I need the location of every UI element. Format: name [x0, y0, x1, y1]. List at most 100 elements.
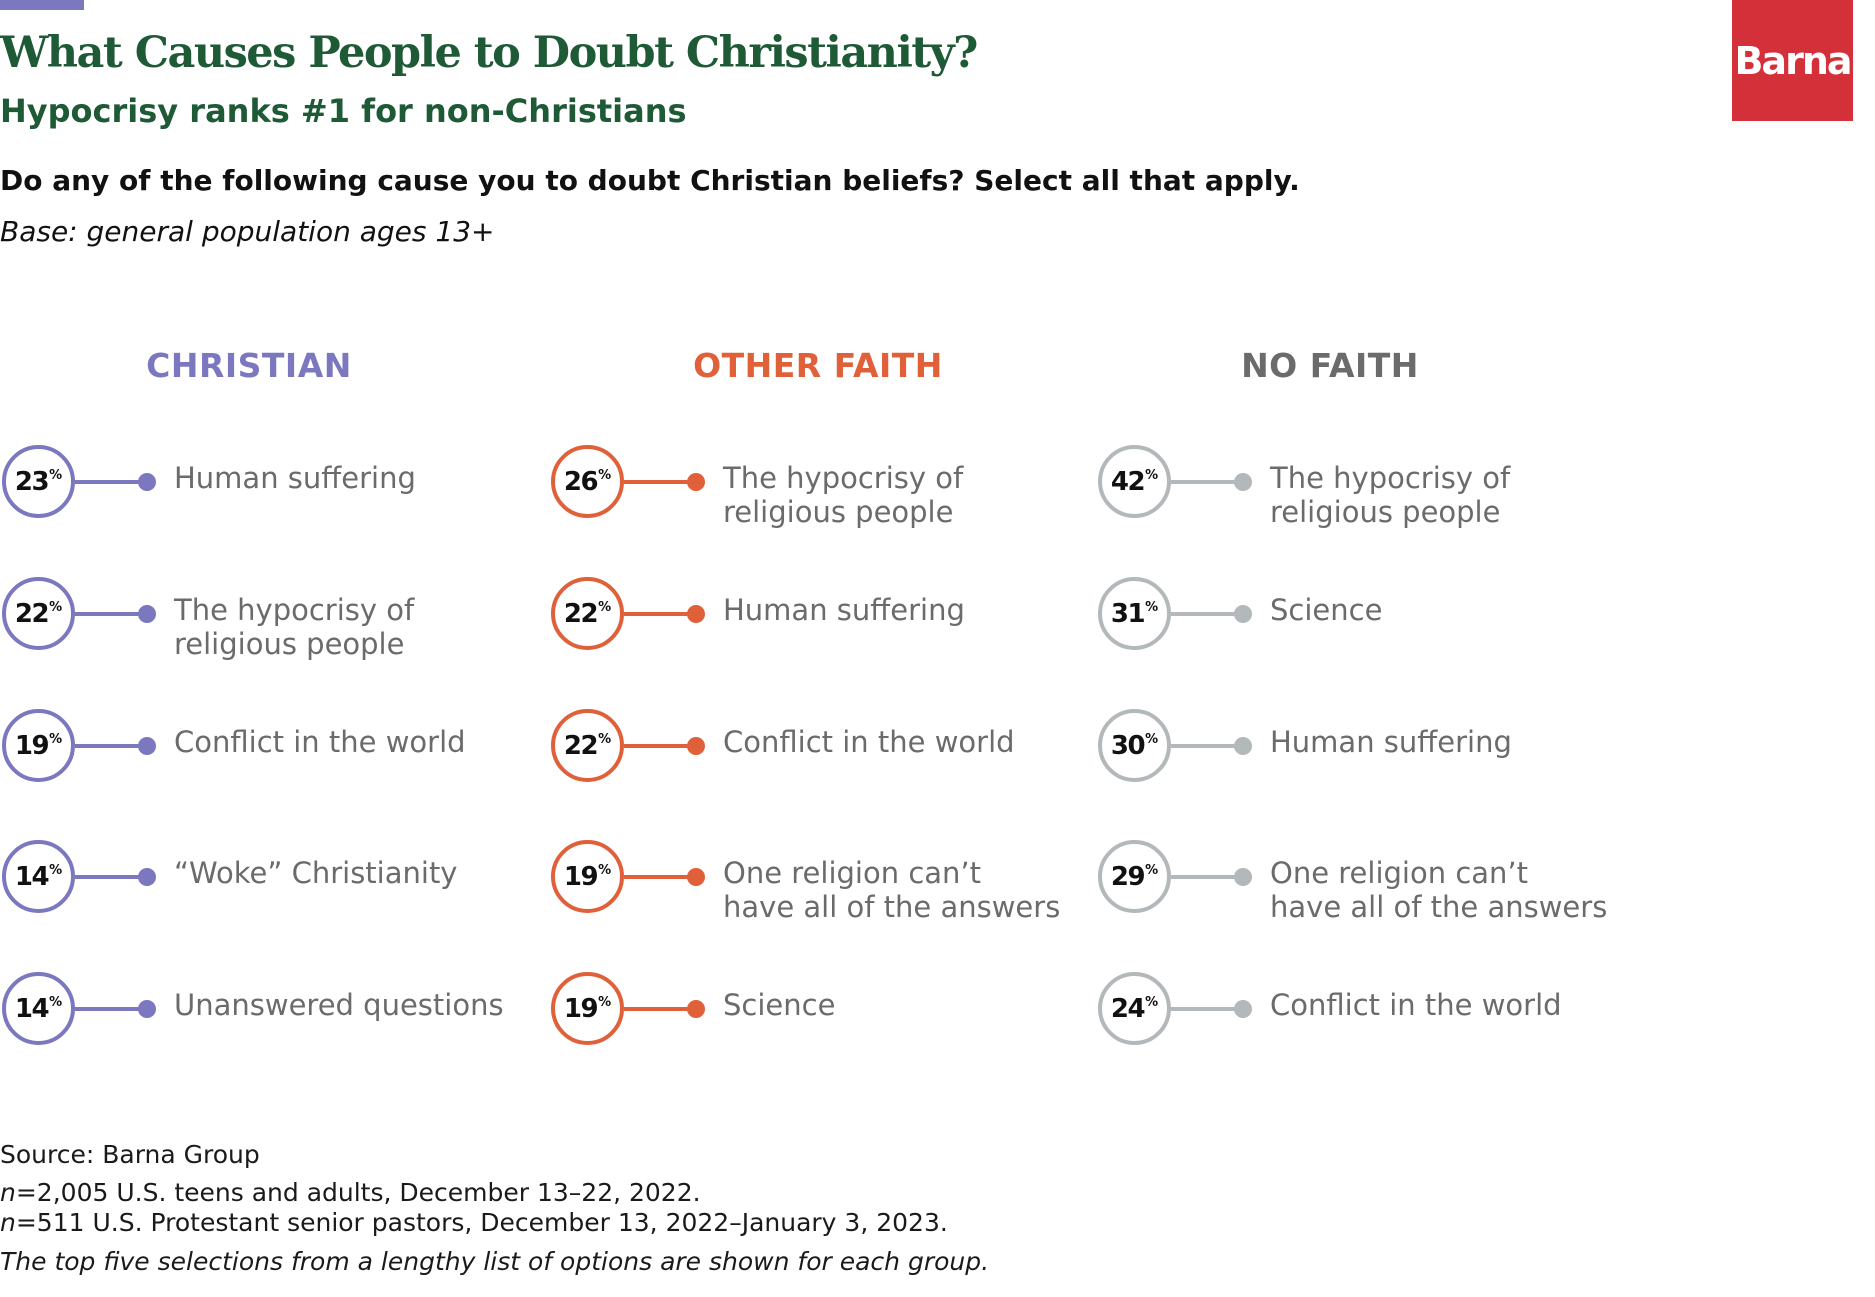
- percent-sign: %: [49, 599, 63, 615]
- connector-line: [75, 744, 145, 748]
- connector-line: [1171, 612, 1241, 616]
- survey-base: Base: general population ages 13+: [0, 215, 495, 248]
- value-bubble: 22%: [551, 709, 624, 782]
- connector-line: [1171, 875, 1241, 879]
- connector-dot: [138, 868, 156, 886]
- percent-sign: %: [1145, 599, 1159, 615]
- connector-dot: [687, 868, 705, 886]
- connector-line: [1171, 744, 1241, 748]
- value-label: 14%: [14, 861, 63, 892]
- footer-source: Source: Barna Group: [0, 1140, 260, 1169]
- value-label: 29%: [1110, 861, 1159, 892]
- footer-sample-2-n: n: [0, 1208, 16, 1237]
- column-title-no-faith: NO FAITH: [1241, 346, 1419, 385]
- column-title-christian: CHRISTIAN: [146, 346, 352, 385]
- value-label: 22%: [563, 730, 612, 761]
- percent-sign: %: [598, 862, 612, 878]
- value-bubble: 19%: [551, 972, 624, 1045]
- value-label: 42%: [1110, 466, 1159, 497]
- percent-sign: %: [1145, 862, 1159, 878]
- item-label: Science: [1270, 593, 1383, 627]
- item-label: The hypocrisy of religious people: [174, 593, 415, 661]
- connector-line: [624, 744, 694, 748]
- page-title: What Causes People to Doubt Christianity…: [0, 28, 978, 78]
- item-label: Conflict in the world: [723, 725, 1015, 759]
- value-bubble: 30%: [1098, 709, 1171, 782]
- connector-line: [75, 875, 145, 879]
- percent-sign: %: [598, 731, 612, 747]
- percent-sign: %: [49, 731, 63, 747]
- percent-sign: %: [49, 862, 63, 878]
- item-label: Human suffering: [723, 593, 965, 627]
- connector-dot: [1234, 473, 1252, 491]
- top-accent-rule: [0, 0, 84, 10]
- connector-line: [75, 612, 145, 616]
- value-label: 14%: [14, 993, 63, 1024]
- percent-sign: %: [598, 599, 612, 615]
- footer-sample-2: n=511 U.S. Protestant senior pastors, De…: [0, 1208, 948, 1237]
- percent-sign: %: [598, 994, 612, 1010]
- value-bubble: 26%: [551, 445, 624, 518]
- connector-dot: [138, 605, 156, 623]
- item-label: Human suffering: [1270, 725, 1512, 759]
- connector-dot: [687, 1000, 705, 1018]
- item-label: The hypocrisy of religious people: [723, 461, 964, 529]
- connector-dot: [138, 473, 156, 491]
- item-label: Unanswered questions: [174, 988, 504, 1022]
- value-bubble: 42%: [1098, 445, 1171, 518]
- value-label: 19%: [563, 993, 612, 1024]
- footer-sample-1: n=2,005 U.S. teens and adults, December …: [0, 1178, 701, 1207]
- footer-note: The top five selections from a lengthy l…: [0, 1247, 989, 1276]
- barna-logo: Barna: [1732, 0, 1853, 121]
- value-label: 26%: [563, 466, 612, 497]
- value-bubble: 29%: [1098, 840, 1171, 913]
- value-bubble: 24%: [1098, 972, 1171, 1045]
- value-bubble: 23%: [2, 445, 75, 518]
- value-bubble: 14%: [2, 972, 75, 1045]
- connector-dot: [1234, 737, 1252, 755]
- value-label: 22%: [563, 598, 612, 629]
- connector-dot: [1234, 868, 1252, 886]
- item-label: The hypocrisy of religious people: [1270, 461, 1511, 529]
- value-label: 31%: [1110, 598, 1159, 629]
- percent-sign: %: [1145, 731, 1159, 747]
- percent-sign: %: [1145, 467, 1159, 483]
- item-label: Science: [723, 988, 836, 1022]
- connector-dot: [687, 605, 705, 623]
- value-bubble: 22%: [2, 577, 75, 650]
- connector-dot: [687, 473, 705, 491]
- item-label: Human suffering: [174, 461, 416, 495]
- connector-line: [624, 875, 694, 879]
- value-bubble: 19%: [551, 840, 624, 913]
- value-label: 30%: [1110, 730, 1159, 761]
- connector-dot: [687, 737, 705, 755]
- footer-sample-2-text: =511 U.S. Protestant senior pastors, Dec…: [15, 1208, 948, 1237]
- percent-sign: %: [49, 467, 63, 483]
- connector-dot: [138, 737, 156, 755]
- value-label: 19%: [14, 730, 63, 761]
- item-label: One religion can’t have all of the answe…: [723, 856, 1061, 924]
- footer-note-text: The top five selections from a lengthy l…: [0, 1247, 990, 1276]
- item-label: Conflict in the world: [1270, 988, 1562, 1022]
- item-label: One religion can’t have all of the answe…: [1270, 856, 1608, 924]
- connector-dot: [138, 1000, 156, 1018]
- connector-line: [1171, 480, 1241, 484]
- value-label: 19%: [563, 861, 612, 892]
- footer-sample-1-n: n: [0, 1178, 16, 1207]
- percent-sign: %: [49, 994, 63, 1010]
- connector-line: [624, 1007, 694, 1011]
- percent-sign: %: [598, 467, 612, 483]
- connector-line: [1171, 1007, 1241, 1011]
- value-label: 23%: [14, 466, 63, 497]
- value-bubble: 14%: [2, 840, 75, 913]
- value-bubble: 22%: [551, 577, 624, 650]
- value-bubble: 31%: [1098, 577, 1171, 650]
- item-label: Conflict in the world: [174, 725, 466, 759]
- connector-line: [75, 1007, 145, 1011]
- percent-sign: %: [1145, 994, 1159, 1010]
- connector-line: [624, 480, 694, 484]
- footer-sample-1-text: =2,005 U.S. teens and adults, December 1…: [15, 1178, 701, 1207]
- connector-dot: [1234, 605, 1252, 623]
- connector-dot: [1234, 1000, 1252, 1018]
- connector-line: [624, 612, 694, 616]
